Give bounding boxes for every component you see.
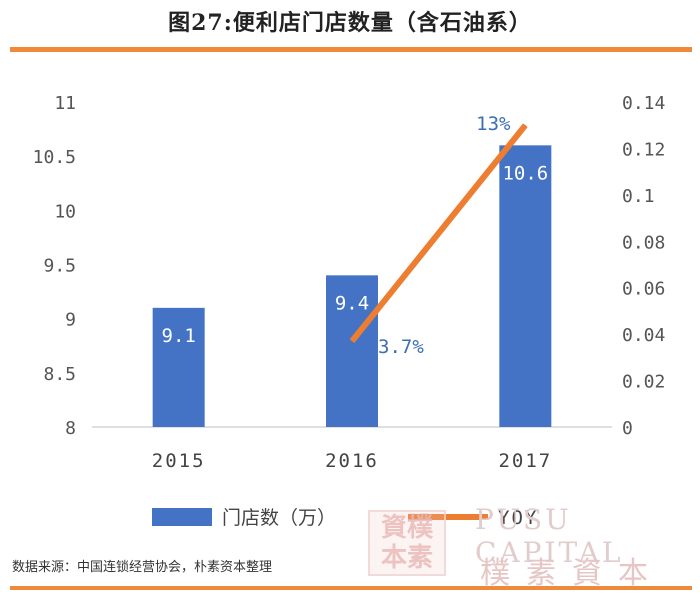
y-left-tick-label: 10.5 [33, 147, 76, 168]
bar-data-label: 9.1 [162, 325, 196, 347]
legend-bar-label: 门店数（万） [222, 507, 336, 529]
y-right-tick-label: 0.14 [622, 93, 665, 114]
yoy-point [351, 340, 353, 342]
y-right-tick-label: 0.08 [622, 232, 665, 253]
x-category-label: 2015 [152, 450, 206, 472]
watermark-brand-en: PUSU CAPITAL [475, 503, 624, 569]
bar [152, 307, 205, 427]
bar-data-label: 9.4 [335, 292, 369, 314]
y-right-tick-label: 0.02 [622, 372, 665, 393]
y-left-tick-label: 8 [65, 418, 76, 439]
yoy-point [524, 124, 526, 126]
y-left-tick-label: 10 [54, 201, 76, 222]
y-right-tick-label: 0.06 [622, 279, 665, 300]
watermark-brand-cn: 樸素資本 [480, 556, 664, 591]
y-left-tick-label: 8.5 [43, 364, 76, 385]
y-left-tick-label: 9.5 [43, 256, 76, 277]
yoy-data-label: 13% [476, 113, 511, 135]
watermark-seal: 資樸 本素 [368, 510, 446, 576]
y-right-tick-label: 0.1 [622, 186, 655, 207]
source-note: 数据来源：中国连锁经营协会，朴素资本整理 [12, 560, 273, 575]
legend-line-swatch [408, 514, 488, 520]
bar [326, 275, 378, 427]
bar [499, 145, 552, 428]
chart-title: 图27:便利店门店数量（含石油系） [168, 10, 532, 36]
yoy-data-label: 3.7% [378, 336, 424, 358]
y-left-tick-label: 11 [54, 93, 76, 114]
y-right-tick-label: 0.04 [622, 325, 665, 346]
footer-divider [10, 586, 692, 590]
y-right-tick-label: 0.12 [622, 139, 665, 160]
yoy-line [349, 123, 528, 343]
bar-data-label: 10.6 [502, 162, 548, 184]
title-divider [10, 47, 692, 52]
legend-bar-swatch [152, 508, 212, 526]
x-category-label: 2016 [325, 450, 379, 472]
y-right-tick-label: 0 [622, 418, 633, 439]
y-left-tick-label: 9 [65, 310, 76, 331]
x-category-label: 2017 [498, 450, 552, 472]
legend-line-label: YOY [498, 507, 538, 529]
